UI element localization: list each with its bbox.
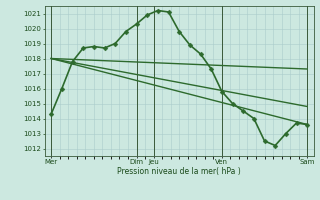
X-axis label: Pression niveau de la mer( hPa ): Pression niveau de la mer( hPa ) bbox=[117, 167, 241, 176]
